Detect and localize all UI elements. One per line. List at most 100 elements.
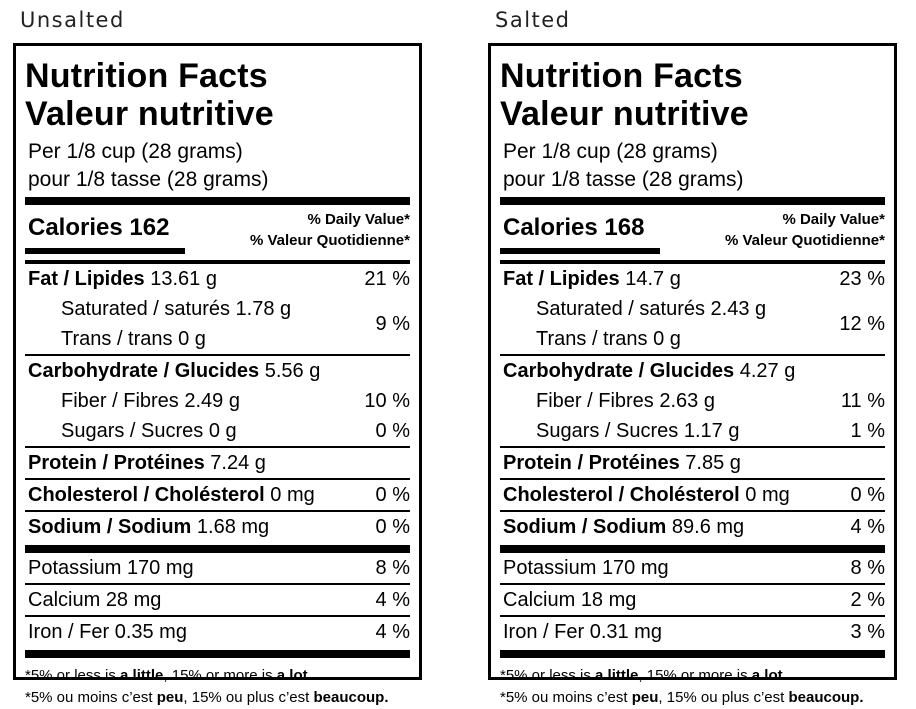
trans-label: Trans / trans bbox=[61, 328, 173, 350]
cholesterol-row: Cholesterol / Cholésterol 0 mg 0 % bbox=[25, 480, 410, 510]
footnote-text: , 15% or more is bbox=[638, 667, 752, 684]
carbohydrate-row: Carbohydrate / Glucides 4.27 g bbox=[500, 356, 885, 386]
divider-thick bbox=[500, 650, 885, 658]
daily-value-header: % Daily Value* % Valeur Quotidienne* bbox=[725, 209, 885, 251]
footnote-emphasis: a little bbox=[595, 667, 639, 684]
footnote-fr: *5% ou moins c’est peu, 15% ou plus c’es… bbox=[25, 687, 410, 709]
sugars-amount: 0 g bbox=[208, 420, 237, 442]
protein-label: Protein / Protéines bbox=[28, 452, 205, 474]
calories-value: 168 bbox=[604, 214, 645, 241]
iron-amount: 0.35 mg bbox=[114, 621, 187, 643]
saturated-row: Saturated / saturés 1.78 g bbox=[25, 294, 410, 324]
footnote-emphasis: a little bbox=[120, 667, 164, 684]
fiber-pct: 11 % bbox=[840, 390, 885, 412]
potassium-amount: 170 mg bbox=[126, 557, 194, 579]
footnote-text: , 15% ou plus c’est bbox=[183, 689, 314, 706]
divider bbox=[25, 615, 410, 617]
potassium-row: Potassium 170 mg 8 % bbox=[500, 553, 885, 583]
fiber-amount: 2.49 g bbox=[184, 390, 240, 412]
fiber-amount: 2.63 g bbox=[659, 390, 715, 412]
sodium-row: Sodium / Sodium 89.6 mg 4 % bbox=[500, 512, 885, 542]
iron-label: Iron / Fer bbox=[28, 621, 110, 643]
calcium-pct: 2 % bbox=[850, 589, 885, 611]
carbohydrate-label: Carbohydrate / Glucides bbox=[503, 360, 735, 382]
potassium-row: Potassium 170 mg 8 % bbox=[25, 553, 410, 583]
saturated-row: Saturated / saturés 2.43 g bbox=[500, 294, 885, 324]
divider bbox=[25, 478, 410, 480]
protein-amount: 7.24 g bbox=[210, 452, 266, 474]
calories: Calories 162 bbox=[28, 214, 169, 242]
iron-row: Iron / Fer 0.31 mg 3 % bbox=[500, 617, 885, 647]
cholesterol-pct: 0 % bbox=[850, 484, 885, 506]
fat-label: Fat / Lipides bbox=[503, 268, 620, 290]
calcium-label: Calcium bbox=[28, 589, 101, 611]
footnote-text: *5% or less is bbox=[25, 667, 121, 684]
divider-thick bbox=[25, 545, 410, 553]
trans-label: Trans / trans bbox=[536, 328, 648, 350]
footnote-emphasis: beaucoup. bbox=[313, 689, 389, 706]
dv-header-en: % Daily Value* bbox=[307, 211, 410, 228]
calories-label: Calories bbox=[503, 214, 598, 241]
divider bbox=[500, 583, 885, 585]
carbohydrate-label: Carbohydrate / Glucides bbox=[28, 360, 260, 382]
divider bbox=[25, 354, 410, 356]
calories-value: 162 bbox=[129, 214, 170, 241]
fiber-pct: 10 % bbox=[364, 390, 410, 412]
protein-row: Protein / Protéines 7.85 g bbox=[500, 448, 885, 478]
dv-header-en: % Daily Value* bbox=[782, 211, 885, 228]
sugars-pct: 0 % bbox=[375, 420, 410, 442]
divider-thick bbox=[500, 545, 885, 553]
cholesterol-pct: 0 % bbox=[375, 484, 410, 506]
fiber-row: Fiber / Fibres 2.63 g 11 % bbox=[500, 386, 885, 416]
sat-trans-group: Saturated / saturés 1.78 g Trans / trans… bbox=[25, 294, 410, 354]
divider-thick bbox=[25, 197, 410, 205]
calories: Calories 168 bbox=[503, 214, 644, 242]
potassium-label: Potassium bbox=[28, 557, 122, 579]
fiber-label: Fiber / Fibres bbox=[61, 390, 179, 412]
label-title: Nutrition Facts Valeur nutritive bbox=[25, 57, 410, 133]
fat-row: Fat / Lipides 14.7 g 23 % bbox=[500, 264, 885, 294]
calcium-amount: 28 mg bbox=[105, 589, 162, 611]
sodium-amount: 1.68 mg bbox=[196, 516, 270, 538]
sat-trans-pct: 12 % bbox=[839, 313, 885, 335]
divider-thick bbox=[25, 650, 410, 658]
sugars-row: Sugars / Sucres 1.17 g 1 % bbox=[500, 416, 885, 446]
divider-thick bbox=[500, 197, 885, 205]
trans-row: Trans / trans 0 g bbox=[25, 324, 410, 354]
footnote-text: *5% or less is bbox=[500, 667, 596, 684]
sodium-pct: 0 % bbox=[375, 516, 410, 538]
potassium-label: Potassium bbox=[503, 557, 597, 579]
nutrition-facts-label: Nutrition Facts Valeur nutritive Per 1/8… bbox=[13, 43, 422, 706]
sat-trans-pct: 9 % bbox=[375, 313, 410, 335]
calories-label: Calories bbox=[28, 214, 123, 241]
iron-amount: 0.31 mg bbox=[589, 621, 662, 643]
fat-row: Fat / Lipides 13.61 g 21 % bbox=[25, 264, 410, 294]
divider bbox=[500, 478, 885, 480]
saturated-label: Saturated / saturés bbox=[536, 298, 705, 320]
divider bbox=[25, 583, 410, 585]
sugars-label: Sugars / Sucres bbox=[61, 420, 204, 442]
trans-amount: 0 g bbox=[178, 328, 206, 350]
fiber-label: Fiber / Fibres bbox=[536, 390, 654, 412]
label-title: Nutrition Facts Valeur nutritive bbox=[500, 57, 885, 133]
calories-row: Calories 162 % Daily Value* % Valeur Quo… bbox=[25, 205, 410, 260]
footnote-emphasis: a lot bbox=[276, 667, 308, 684]
calcium-row: Calcium 18 mg 2 % bbox=[500, 585, 885, 615]
title-fr: Valeur nutritive bbox=[500, 95, 749, 133]
cholesterol-label: Cholesterol / Cholésterol bbox=[28, 484, 265, 506]
fat-pct: 21 % bbox=[364, 268, 410, 290]
fiber-row: Fiber / Fibres 2.49 g 10 % bbox=[25, 386, 410, 416]
sodium-pct: 4 % bbox=[850, 516, 885, 538]
salted-panel: Salted Nutrition Facts Valeur nutritive … bbox=[475, 0, 905, 706]
fat-amount: 13.61 g bbox=[150, 268, 217, 290]
potassium-amount: 170 mg bbox=[601, 557, 669, 579]
calories-underline bbox=[25, 248, 185, 254]
title-fr: Valeur nutritive bbox=[25, 95, 274, 133]
saturated-amount: 2.43 g bbox=[710, 298, 767, 320]
saturated-label: Saturated / saturés bbox=[61, 298, 230, 320]
serving-fr: pour 1/8 tasse (28 grams) bbox=[503, 168, 744, 191]
protein-amount: 7.85 g bbox=[685, 452, 741, 474]
iron-row: Iron / Fer 0.35 mg 4 % bbox=[25, 617, 410, 647]
footnote-text: *5% ou moins c’est bbox=[25, 689, 157, 706]
variant-heading: Unsalted bbox=[20, 8, 125, 32]
